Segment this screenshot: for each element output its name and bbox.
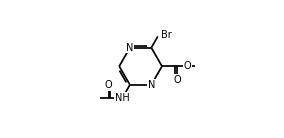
Text: NH: NH [115, 93, 130, 103]
Text: N: N [148, 80, 155, 90]
Text: N: N [126, 43, 133, 53]
Text: Br: Br [161, 30, 172, 40]
Text: O: O [184, 61, 191, 71]
Text: O: O [105, 80, 112, 90]
Text: O: O [173, 75, 181, 85]
